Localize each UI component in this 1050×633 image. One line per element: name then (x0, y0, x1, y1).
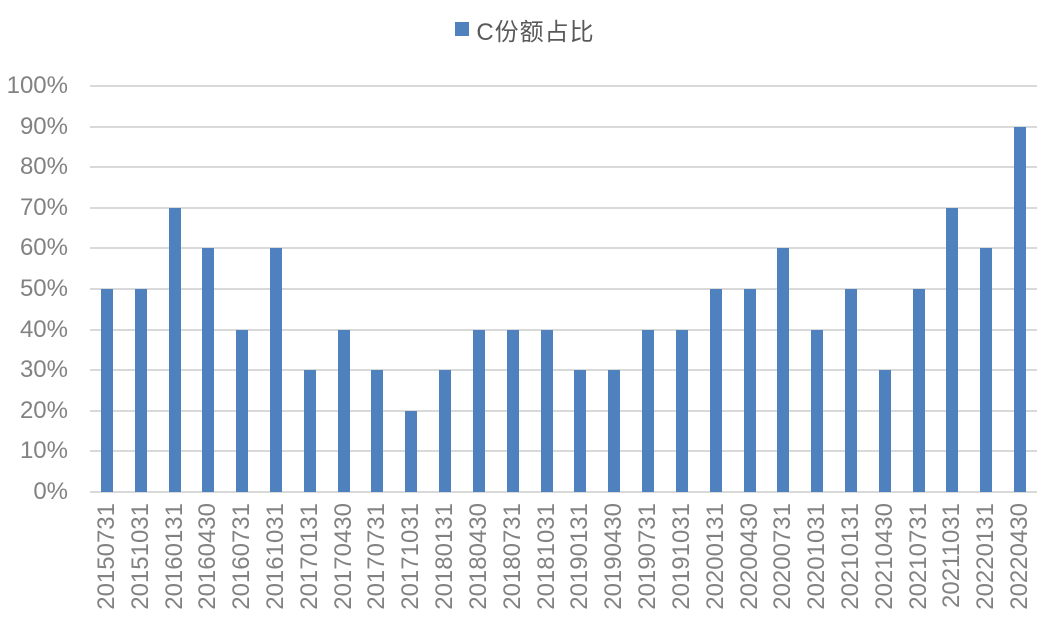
gridline (90, 85, 1037, 87)
y-axis-label: 30% (19, 356, 68, 384)
y-axis-label: 40% (19, 315, 68, 343)
x-axis-label: 20170131 (295, 503, 323, 610)
bar (642, 329, 655, 492)
bar (270, 248, 283, 492)
y-axis-label: 50% (19, 275, 68, 302)
x-axis-label: 20170430 (329, 503, 357, 610)
x-axis-label: 20190430 (600, 503, 628, 610)
bar (574, 370, 587, 492)
legend-swatch-icon (455, 22, 470, 36)
y-axis-label: 100% (6, 72, 68, 99)
gridline (90, 166, 1037, 169)
x-axis-label: 20171031 (397, 503, 425, 610)
bar (134, 289, 147, 492)
gridline (90, 450, 1037, 453)
bar (811, 329, 824, 492)
bar (303, 370, 316, 492)
x-axis-label: 20150731 (92, 503, 120, 610)
gridline (90, 491, 1037, 493)
x-axis-label: 20210131 (836, 503, 864, 610)
bar (743, 289, 756, 492)
y-axis-label: 80% (19, 153, 68, 181)
bar (1014, 126, 1027, 492)
bar (709, 289, 722, 492)
y-axis-label: 0% (33, 478, 68, 505)
x-axis-label: 20220430 (1006, 503, 1034, 610)
bar (236, 329, 249, 492)
gridline (90, 328, 1037, 331)
bar (608, 370, 621, 492)
bar (980, 248, 993, 492)
legend: C份额占比 (0, 14, 1050, 46)
bar (946, 207, 959, 492)
y-axis-label: 20% (19, 396, 68, 424)
y-axis-label: 10% (19, 437, 68, 465)
gridline (90, 288, 1037, 290)
x-axis-label: 20180731 (498, 503, 526, 610)
x-axis-label: 20180430 (464, 503, 492, 610)
x-axis-label: 20190731 (634, 503, 662, 610)
x-axis-label: 20161031 (262, 503, 290, 610)
x-axis-label: 20160131 (160, 503, 188, 610)
bar (405, 410, 418, 492)
bar (371, 370, 384, 492)
x-axis-label: 20170731 (363, 503, 391, 610)
bar (506, 329, 519, 492)
x-axis-label: 20211031 (938, 503, 966, 608)
x-axis-label: 20200731 (769, 503, 797, 610)
bar (472, 329, 485, 492)
bar (168, 207, 181, 492)
gridline (90, 409, 1037, 412)
bar (844, 289, 857, 492)
bar (202, 248, 215, 492)
y-axis-label: 60% (19, 234, 68, 262)
gridline (90, 206, 1037, 209)
x-axis-label: 20200430 (735, 503, 763, 610)
bar (540, 329, 553, 492)
x-axis-label: 20160731 (228, 503, 256, 610)
bar (337, 329, 350, 492)
x-axis-label: 20210731 (904, 503, 932, 610)
x-axis-label: 20190131 (566, 503, 594, 610)
plot-area (90, 85, 1037, 493)
bar (777, 248, 790, 492)
x-axis-label: 20220131 (972, 503, 1000, 610)
x-axis-label: 20191031 (667, 503, 695, 610)
y-axis-label: 70% (19, 193, 68, 221)
bar (439, 370, 452, 492)
bar (878, 370, 891, 492)
gridline (90, 369, 1037, 372)
y-axis-label: 90% (19, 112, 68, 140)
gridline (90, 125, 1037, 128)
y-axis: 0% 10% 20% 30% 40% 50% 60% 70% 80% 90% 100% (0, 0, 68, 633)
legend-label: C份额占比 (476, 18, 595, 46)
x-axis-label: 20181031 (532, 503, 560, 610)
gridline (90, 247, 1037, 250)
bar (100, 289, 113, 492)
x-axis-label: 20180131 (431, 503, 459, 610)
x-axis: 20150731 20151031 20160131 20160430 20160731… (90, 0, 1037, 633)
bar (912, 289, 925, 492)
x-axis-label: 20201031 (803, 503, 831, 610)
x-axis-label: 20200131 (701, 503, 729, 610)
bar (675, 329, 688, 492)
x-axis-label: 20151031 (126, 503, 154, 610)
x-axis-label: 20160430 (194, 503, 222, 610)
x-axis-label: 20210430 (870, 503, 898, 610)
